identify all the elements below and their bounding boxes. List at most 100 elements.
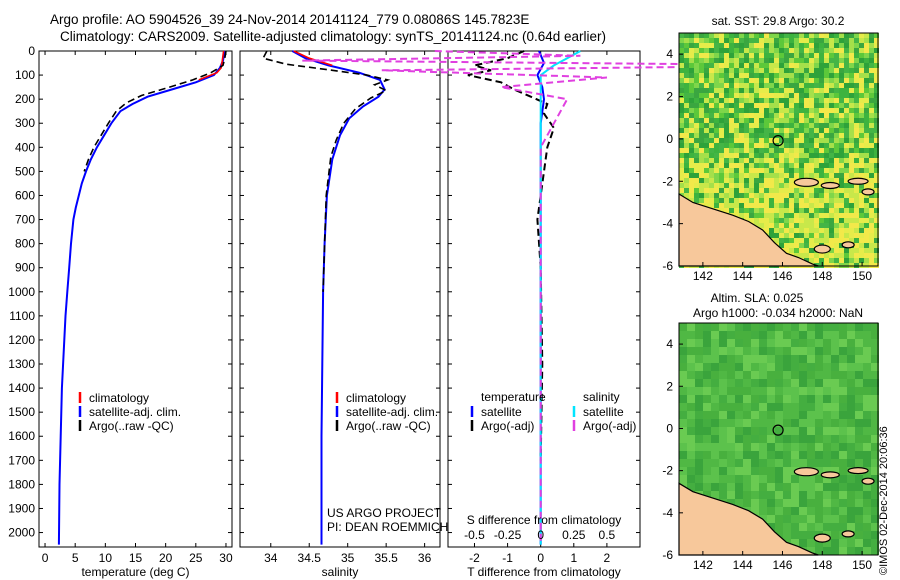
map-cell — [814, 58, 819, 63]
map-cell — [824, 213, 829, 218]
map-cell — [844, 153, 849, 158]
map-cell — [804, 228, 809, 233]
map-cell — [711, 371, 719, 379]
map-cell — [789, 83, 794, 88]
map-cell — [839, 355, 847, 363]
map-cell — [684, 148, 689, 153]
map-cell — [779, 78, 784, 83]
map-cell — [834, 248, 839, 253]
map-cell — [819, 228, 824, 233]
map-cell — [823, 523, 831, 531]
map-cell — [735, 491, 743, 499]
map-cell — [699, 168, 704, 173]
map-cell — [799, 98, 804, 103]
map-cell — [727, 427, 735, 435]
map-cell — [829, 238, 834, 243]
map-cell — [784, 173, 789, 178]
map-cell — [804, 143, 809, 148]
map-cell — [783, 427, 791, 435]
map-cell — [799, 173, 804, 178]
map-cell — [839, 451, 847, 459]
map-cell — [814, 63, 819, 68]
map-cell — [775, 467, 783, 475]
map-cell — [734, 88, 739, 93]
map-cell — [679, 98, 684, 103]
map-cell — [807, 459, 815, 467]
map-cell — [871, 515, 879, 523]
map-cell — [831, 323, 839, 331]
map-cell — [711, 419, 719, 427]
map-cell — [679, 33, 684, 38]
map-cell — [767, 491, 775, 499]
map-cell — [824, 43, 829, 48]
map-cell — [854, 138, 859, 143]
map-cell — [719, 93, 724, 98]
map-cell — [799, 395, 807, 403]
map-x-tick-label: 142 — [693, 558, 713, 572]
map-cell — [759, 183, 764, 188]
map-cell — [849, 78, 854, 83]
map-cell — [751, 331, 759, 339]
map-cell — [784, 208, 789, 213]
map-cell — [859, 173, 864, 178]
map-cell — [751, 451, 759, 459]
map-cell — [779, 38, 784, 43]
map-cell — [819, 78, 824, 83]
map-cell — [874, 88, 879, 93]
map-cell — [727, 395, 735, 403]
map-cell — [704, 78, 709, 83]
map-cell — [824, 153, 829, 158]
map-cell — [859, 73, 864, 78]
map-cell — [849, 98, 854, 103]
map-cell — [739, 133, 744, 138]
map-cell — [719, 188, 724, 193]
map-cell — [734, 63, 739, 68]
map-cell — [829, 223, 834, 228]
map-cell — [774, 128, 779, 133]
x-tick-label: 10 — [99, 551, 113, 565]
map-cell — [767, 387, 775, 395]
map-cell — [789, 193, 794, 198]
map-cell — [791, 363, 799, 371]
map-x-tick-label: 150 — [852, 558, 872, 572]
map-cell — [849, 193, 854, 198]
map-cell — [735, 411, 743, 419]
top-tick-label: 0.25 — [562, 528, 586, 542]
map-cell — [689, 118, 694, 123]
map-cell — [694, 193, 699, 198]
map-cell — [829, 88, 834, 93]
map-cell — [831, 459, 839, 467]
map-cell — [749, 103, 754, 108]
map-cell — [703, 387, 711, 395]
x-tick-label: 34 — [264, 551, 278, 565]
map-cell — [754, 193, 759, 198]
map-cell — [727, 339, 735, 347]
map-frame — [678, 322, 879, 556]
map-cell — [775, 403, 783, 411]
map-cell — [743, 435, 751, 443]
map-cell — [703, 363, 711, 371]
map-cell — [759, 108, 764, 113]
map-cell — [784, 248, 789, 253]
map-cell — [799, 73, 804, 78]
map-cell — [735, 363, 743, 371]
map-cell — [834, 103, 839, 108]
map-cell — [734, 43, 739, 48]
map-cell — [729, 63, 734, 68]
map-cell — [703, 403, 711, 411]
map-cell — [744, 143, 749, 148]
map-cell — [724, 48, 729, 53]
map-cell — [824, 88, 829, 93]
map-cell — [807, 363, 815, 371]
map-cell — [699, 123, 704, 128]
map-cell — [854, 153, 859, 158]
map-cell — [689, 183, 694, 188]
map-cell — [687, 451, 695, 459]
map-cell — [789, 173, 794, 178]
map-cell — [704, 193, 709, 198]
island — [813, 244, 831, 254]
map-cell — [804, 63, 809, 68]
map-cell — [719, 133, 724, 138]
map-cell — [789, 178, 794, 183]
map-cell — [743, 347, 751, 355]
